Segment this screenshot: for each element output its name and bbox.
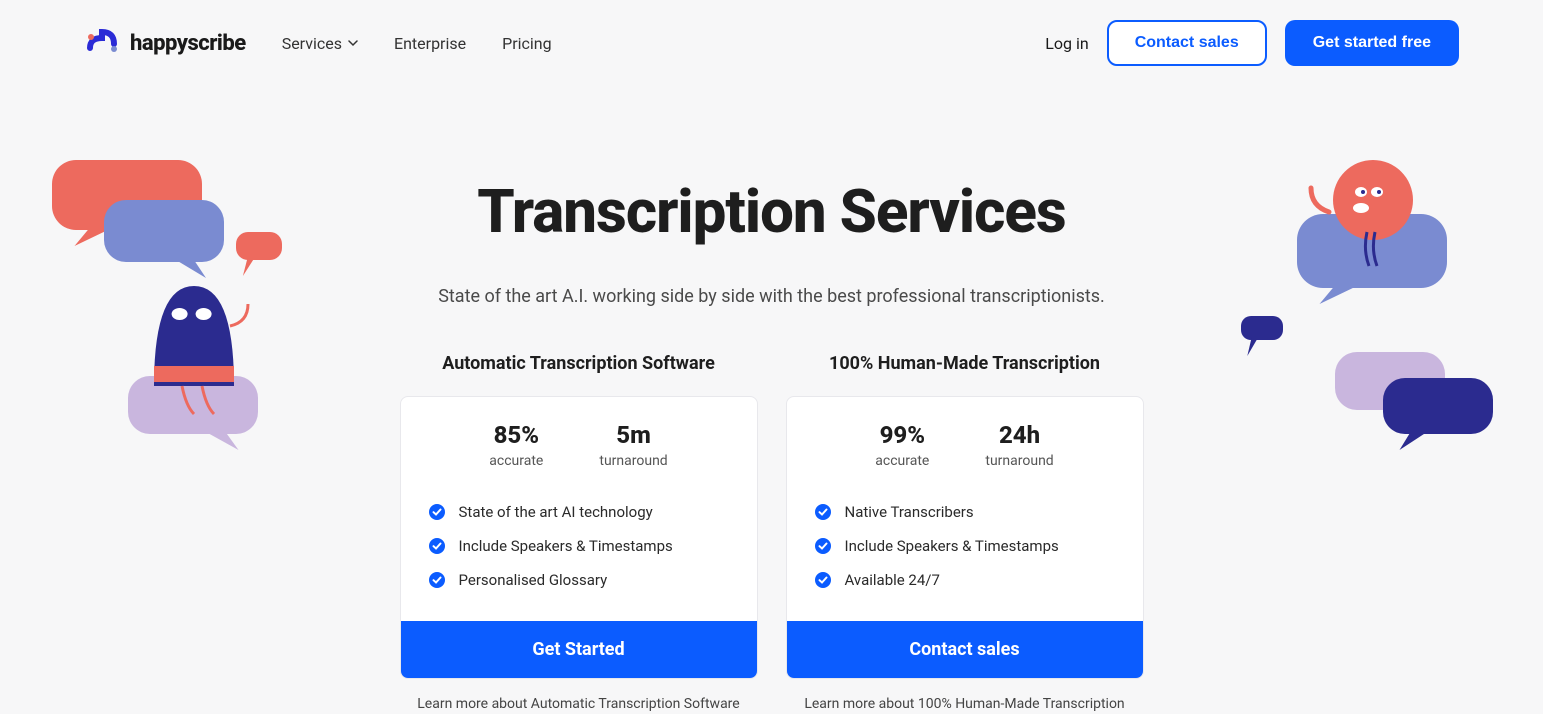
check-icon [429,538,445,554]
automatic-heading: Automatic Transcription Software [400,353,758,374]
feature-item: Available 24/7 [815,563,1115,597]
feature-item: Include Speakers & Timestamps [815,529,1115,563]
nav-pricing[interactable]: Pricing [502,34,552,53]
automatic-card: 85% accurate 5m turnaround State of the … [400,396,758,679]
human-contact-sales-button[interactable]: Contact sales [787,621,1143,678]
automatic-accuracy-label: accurate [489,453,543,469]
nav-enterprise-label: Enterprise [394,34,466,53]
check-icon [815,504,831,520]
human-column: 100% Human-Made Transcription 99% accura… [786,353,1144,714]
chevron-down-icon [348,38,358,48]
human-stats: 99% accurate 24h turnaround [787,397,1143,487]
logo-icon [84,24,122,62]
automatic-learn-more-link[interactable]: Learn more about Automatic Transcription… [400,695,758,714]
primary-nav: Services Enterprise Pricing [282,34,552,53]
automatic-features: State of the art AI technology Include S… [401,487,757,621]
check-icon [429,572,445,588]
feature-text: Available 24/7 [845,571,940,589]
nav-services[interactable]: Services [282,34,358,53]
human-accuracy-value: 99% [875,421,929,449]
login-link[interactable]: Log in [1045,34,1088,53]
hero-illustration-right [1239,160,1519,480]
automatic-accuracy-value: 85% [489,421,543,449]
logo[interactable]: happyscribe [84,24,246,62]
check-icon [429,504,445,520]
check-icon [815,572,831,588]
automatic-turnaround: 5m turnaround [599,421,667,469]
human-turnaround-value: 24h [985,421,1053,449]
human-learn-more-link[interactable]: Learn more about 100% Human-Made Transcr… [786,695,1144,714]
header-actions: Log in Contact sales Get started free [1045,20,1459,66]
automatic-turnaround-value: 5m [599,421,667,449]
contact-sales-button[interactable]: Contact sales [1107,20,1267,66]
feature-text: Include Speakers & Timestamps [459,537,673,555]
automatic-get-started-button[interactable]: Get Started [401,621,757,678]
human-card: 99% accurate 24h turnaround Native Trans… [786,396,1144,679]
logo-text: happyscribe [130,31,246,56]
get-started-free-button[interactable]: Get started free [1285,20,1459,66]
feature-text: Personalised Glossary [459,571,608,589]
human-turnaround-label: turnaround [985,453,1053,469]
human-turnaround: 24h turnaround [985,421,1053,469]
automatic-accuracy: 85% accurate [489,421,543,469]
feature-item: Personalised Glossary [429,563,729,597]
nav-enterprise[interactable]: Enterprise [394,34,466,53]
human-accuracy-label: accurate [875,453,929,469]
feature-item: Include Speakers & Timestamps [429,529,729,563]
automatic-turnaround-label: turnaround [599,453,667,469]
human-features: Native Transcribers Include Speakers & T… [787,487,1143,621]
nav-pricing-label: Pricing [502,34,552,53]
check-icon [815,538,831,554]
human-heading: 100% Human-Made Transcription [786,353,1144,374]
site-header: happyscribe Services Enterprise Pricing … [0,0,1543,86]
feature-text: Include Speakers & Timestamps [845,537,1059,555]
human-accuracy: 99% accurate [875,421,929,469]
nav-services-label: Services [282,34,342,53]
automatic-column: Automatic Transcription Software 85% acc… [400,353,758,714]
feature-item: State of the art AI technology [429,495,729,529]
hero-illustration-left [24,160,304,480]
feature-text: Native Transcribers [845,503,974,521]
feature-text: State of the art AI technology [459,503,653,521]
automatic-stats: 85% accurate 5m turnaround [401,397,757,487]
feature-item: Native Transcribers [815,495,1115,529]
